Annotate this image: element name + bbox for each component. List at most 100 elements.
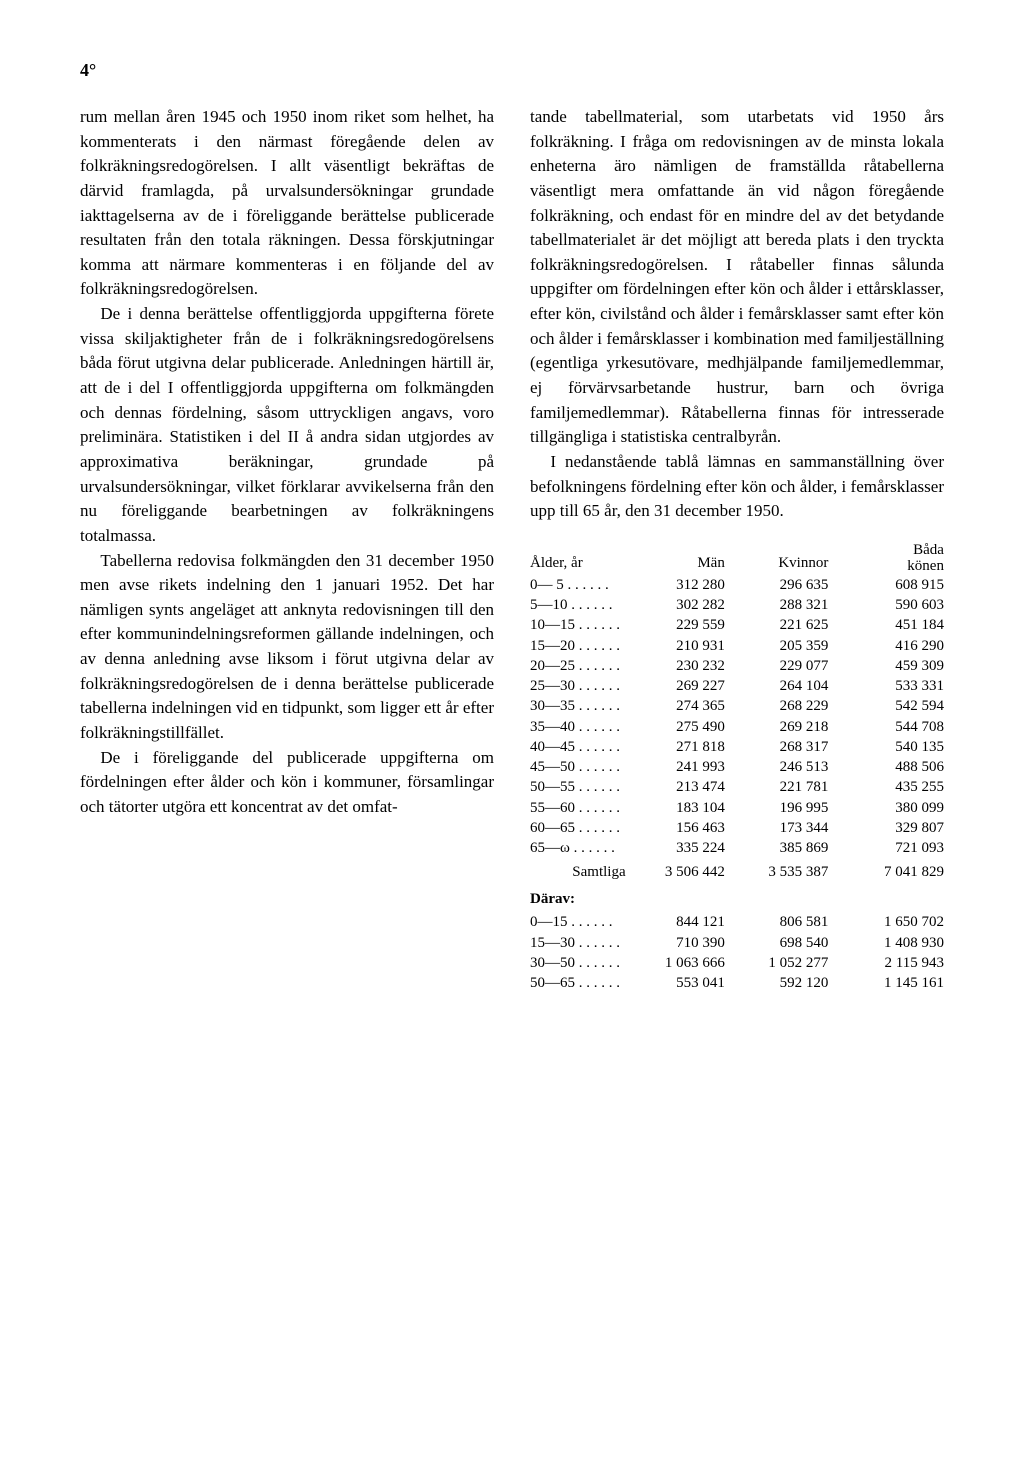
cell-men: 271 818	[638, 737, 733, 757]
page-number: 4°	[80, 60, 944, 81]
cell-women: 698 540	[733, 933, 837, 953]
table-row: 0—15 . . . . . .844 121806 5811 650 702	[530, 912, 944, 932]
cell-both: 459 309	[836, 656, 944, 676]
cell-men: 302 282	[638, 595, 733, 615]
paragraph: Tabellerna redovisa folkmängden den 31 d…	[80, 549, 494, 746]
cell-men: 269 227	[638, 676, 733, 696]
table-row: 30—35 . . . . . .274 365268 229542 594	[530, 696, 944, 716]
cell-women: 264 104	[733, 676, 837, 696]
cell-men: 156 463	[638, 818, 733, 838]
table-row: 30—50 . . . . . .1 063 6661 052 2772 115…	[530, 953, 944, 973]
paragraph: De i föreliggande del publicerade uppgif…	[80, 746, 494, 820]
cell-women: 288 321	[733, 595, 837, 615]
cell-age: 15—30 . . . . . .	[530, 933, 638, 953]
cell-age: 30—50 . . . . . .	[530, 953, 638, 973]
cell-women: 173 344	[733, 818, 837, 838]
cell-women: 196 995	[733, 798, 837, 818]
cell-age: 25—30 . . . . . .	[530, 676, 638, 696]
cell-women: 268 317	[733, 737, 837, 757]
cell-women: 385 869	[733, 838, 837, 858]
header-age: Ålder, år	[530, 553, 638, 575]
cell-age: 30—35 . . . . . .	[530, 696, 638, 716]
cell-men: 183 104	[638, 798, 733, 818]
cell-age: 5—10 . . . . . .	[530, 595, 638, 615]
table-row: 55—60 . . . . . .183 104196 995380 099	[530, 798, 944, 818]
cell-men: 553 041	[638, 973, 733, 993]
cell-both: 451 184	[836, 615, 944, 635]
cell-women: 806 581	[733, 912, 837, 932]
cell-women: 592 120	[733, 973, 837, 993]
cell-both: 416 290	[836, 636, 944, 656]
table-row: 20—25 . . . . . .230 232229 077459 309	[530, 656, 944, 676]
header-both-line1: Båda	[836, 542, 944, 559]
table-row: 65—ω . . . . . .335 224385 869721 093	[530, 838, 944, 858]
cell-men: 1 063 666	[638, 953, 733, 973]
total-men: 3 506 442	[638, 862, 733, 882]
population-table: Ålder, år Män Kvinnor Båda könen 0— 5 . …	[530, 542, 944, 994]
table-row: 50—65 . . . . . .553 041592 1201 145 161	[530, 973, 944, 993]
cell-women: 221 781	[733, 777, 837, 797]
header-both: Båda könen	[836, 542, 944, 575]
cell-both: 590 603	[836, 595, 944, 615]
cell-age: 55—60 . . . . . .	[530, 798, 638, 818]
cell-both: 2 115 943	[836, 953, 944, 973]
content-area: rum mellan åren 1945 och 1950 inom riket…	[80, 105, 944, 993]
cell-women: 1 052 277	[733, 953, 837, 973]
header-women: Kvinnor	[733, 553, 837, 575]
cell-both: 435 255	[836, 777, 944, 797]
table-row: 45—50 . . . . . .241 993246 513488 506	[530, 757, 944, 777]
total-label: Samtliga	[530, 862, 638, 882]
cell-men: 312 280	[638, 575, 733, 595]
table-row: 0— 5 . . . . . .312 280296 635608 915	[530, 575, 944, 595]
paragraph: De i denna berättelse offentliggjorda up…	[80, 302, 494, 548]
cell-both: 542 594	[836, 696, 944, 716]
cell-age: 50—65 . . . . . .	[530, 973, 638, 993]
cell-age: 40—45 . . . . . .	[530, 737, 638, 757]
cell-men: 274 365	[638, 696, 733, 716]
left-column: rum mellan åren 1945 och 1950 inom riket…	[80, 105, 494, 993]
cell-age: 20—25 . . . . . .	[530, 656, 638, 676]
total-women: 3 535 387	[733, 862, 837, 882]
cell-age: 15—20 . . . . . .	[530, 636, 638, 656]
table-row: 60—65 . . . . . .156 463173 344329 807	[530, 818, 944, 838]
cell-age: 10—15 . . . . . .	[530, 615, 638, 635]
cell-women: 205 359	[733, 636, 837, 656]
paragraph: tande tabellmaterial, som utarbetats vid…	[530, 105, 944, 450]
cell-women: 246 513	[733, 757, 837, 777]
table-row: 40—45 . . . . . .271 818268 317540 135	[530, 737, 944, 757]
cell-both: 1 650 702	[836, 912, 944, 932]
cell-age: 0— 5 . . . . . .	[530, 575, 638, 595]
total-row: Samtliga 3 506 442 3 535 387 7 041 829	[530, 862, 944, 882]
cell-men: 213 474	[638, 777, 733, 797]
cell-both: 488 506	[836, 757, 944, 777]
table-row: 35—40 . . . . . .275 490269 218544 708	[530, 717, 944, 737]
cell-women: 269 218	[733, 717, 837, 737]
cell-men: 210 931	[638, 636, 733, 656]
table-row: 10—15 . . . . . .229 559221 625451 184	[530, 615, 944, 635]
cell-age: 35—40 . . . . . .	[530, 717, 638, 737]
cell-age: 0—15 . . . . . .	[530, 912, 638, 932]
cell-both: 608 915	[836, 575, 944, 595]
cell-men: 710 390	[638, 933, 733, 953]
cell-men: 844 121	[638, 912, 733, 932]
header-both-line2: könen	[836, 558, 944, 575]
table-row: 25—30 . . . . . .269 227264 104533 331	[530, 676, 944, 696]
cell-both: 1 145 161	[836, 973, 944, 993]
cell-women: 229 077	[733, 656, 837, 676]
cell-men: 335 224	[638, 838, 733, 858]
cell-women: 296 635	[733, 575, 837, 595]
table-row: 5—10 . . . . . .302 282288 321590 603	[530, 595, 944, 615]
cell-both: 721 093	[836, 838, 944, 858]
cell-men: 229 559	[638, 615, 733, 635]
cell-both: 540 135	[836, 737, 944, 757]
cell-both: 380 099	[836, 798, 944, 818]
cell-both: 1 408 930	[836, 933, 944, 953]
sub-header: Därav:	[530, 889, 944, 911]
cell-both: 544 708	[836, 717, 944, 737]
cell-men: 230 232	[638, 656, 733, 676]
header-men: Män	[638, 553, 733, 575]
paragraph: rum mellan åren 1945 och 1950 inom riket…	[80, 105, 494, 302]
cell-age: 60—65 . . . . . .	[530, 818, 638, 838]
table-row: 15—20 . . . . . .210 931205 359416 290	[530, 636, 944, 656]
cell-women: 221 625	[733, 615, 837, 635]
